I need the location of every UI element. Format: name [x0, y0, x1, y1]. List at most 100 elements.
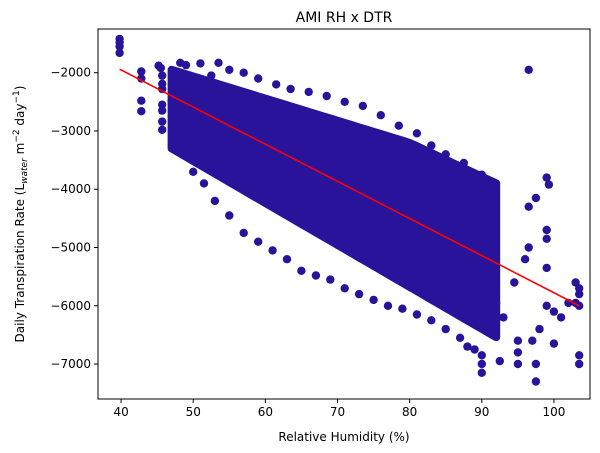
y-tick-label: −7000 — [50, 357, 91, 371]
scatter-point — [531, 193, 541, 203]
regression-line — [119, 68, 580, 307]
scatter-point — [495, 356, 504, 366]
scatter-point — [156, 63, 165, 73]
scatter-point — [441, 150, 450, 159]
scatter-point — [575, 301, 584, 310]
scatter-point — [412, 310, 422, 319]
scatter-point — [575, 289, 584, 299]
scatter-point — [304, 87, 313, 97]
scatter-point — [239, 228, 248, 238]
x-tick-label: 100 — [542, 405, 565, 419]
scatter-point — [383, 301, 393, 310]
scatter-point — [322, 91, 331, 101]
x-tick-label: 60 — [258, 405, 273, 419]
scatter-point — [272, 80, 281, 89]
x-tick-label: 80 — [402, 405, 417, 419]
scatter-point — [549, 307, 559, 316]
scatter-point — [358, 101, 367, 111]
scatter-point — [427, 316, 436, 325]
scatter-point — [254, 237, 263, 246]
scatter-point — [477, 368, 486, 377]
x-axis-title: Relative Humidity (%) — [278, 430, 409, 444]
scatter-point — [524, 65, 533, 75]
scatter-point — [225, 211, 234, 220]
x-tick-label: 70 — [330, 405, 345, 419]
scatter-point — [556, 313, 566, 322]
scatter-point — [207, 71, 216, 80]
scatter-point — [463, 342, 472, 351]
scatter-point — [398, 304, 407, 313]
scatter-point — [520, 255, 530, 264]
scatter-point — [189, 167, 198, 176]
scatter-point — [524, 202, 533, 211]
scatter-point — [459, 158, 468, 168]
scatter-point — [484, 196, 494, 206]
scatter-point — [499, 313, 508, 322]
scatter-point — [137, 67, 146, 76]
scatter-point — [169, 104, 178, 114]
plot-frame — [97, 28, 591, 400]
scatter-point — [510, 278, 519, 287]
x-axis-ticks: 40 50 60 70 80 90 100 — [113, 399, 565, 419]
y-axis-title-mid: m — [13, 143, 27, 159]
scatter-point — [184, 76, 193, 85]
scatter-point — [181, 60, 191, 70]
scatter-point — [549, 339, 559, 348]
y-axis-title-close: ) — [13, 86, 27, 91]
scatter-point — [282, 255, 292, 264]
scatter-point — [158, 71, 167, 80]
scatter-point — [158, 117, 167, 126]
scatter-point — [340, 284, 349, 293]
scatter-point — [477, 170, 486, 179]
scatter-point — [286, 84, 295, 94]
scatter-point — [167, 96, 176, 105]
scatter-point — [412, 129, 422, 138]
scatter-point — [137, 107, 146, 116]
scatter-point — [470, 345, 479, 354]
y-tick-label: −4000 — [50, 182, 91, 196]
scatter-point — [542, 301, 551, 310]
scatter-point — [513, 348, 523, 357]
chart-title: AMI RH x DTR — [296, 10, 393, 26]
scatter-point — [158, 84, 167, 94]
scatter-point — [189, 115, 198, 124]
y-axis-title-superscript-2: −1 — [12, 90, 22, 103]
scatter-point — [199, 179, 209, 188]
scatter-point — [326, 275, 335, 284]
x-tick-label: 50 — [186, 405, 201, 419]
y-tick-label: −6000 — [50, 299, 91, 313]
scatter-point — [513, 336, 523, 345]
scatter-point — [575, 351, 584, 360]
scatter-point — [115, 42, 124, 51]
y-axis-title: Daily Transpiration Rate (Lwater m−2 day… — [12, 86, 30, 343]
scatter-point — [340, 97, 349, 107]
scatter-point — [173, 80, 182, 89]
scatter-point — [186, 91, 195, 101]
x-tick-label: 40 — [113, 405, 128, 419]
scatter-point — [542, 225, 551, 235]
scatter-point — [210, 196, 220, 206]
y-axis-title-subscript: water — [20, 157, 30, 184]
scatter-point — [477, 351, 486, 360]
y-axis-title-main: Daily Transpiration Rate (L — [13, 184, 27, 343]
scatter-point — [239, 68, 248, 77]
scatter-points — [115, 34, 584, 386]
scatter-point — [137, 96, 146, 105]
scatter-point — [441, 324, 450, 334]
scatter-density-band — [167, 65, 501, 342]
scatter-point — [427, 141, 436, 150]
y-axis-title-unit: day — [13, 104, 27, 130]
scatter-point — [268, 246, 277, 255]
scatter-point — [513, 359, 523, 369]
scatter-point — [376, 111, 385, 120]
scatter-point — [492, 298, 501, 308]
scatter-point — [196, 59, 205, 68]
y-tick-label: −5000 — [50, 241, 91, 255]
scatter-point — [455, 333, 465, 342]
y-tick-label: −2000 — [50, 66, 91, 80]
scatter-point — [297, 266, 306, 275]
scatter-point — [115, 48, 124, 58]
scatter-point — [535, 324, 544, 334]
scatter-point — [158, 125, 167, 134]
